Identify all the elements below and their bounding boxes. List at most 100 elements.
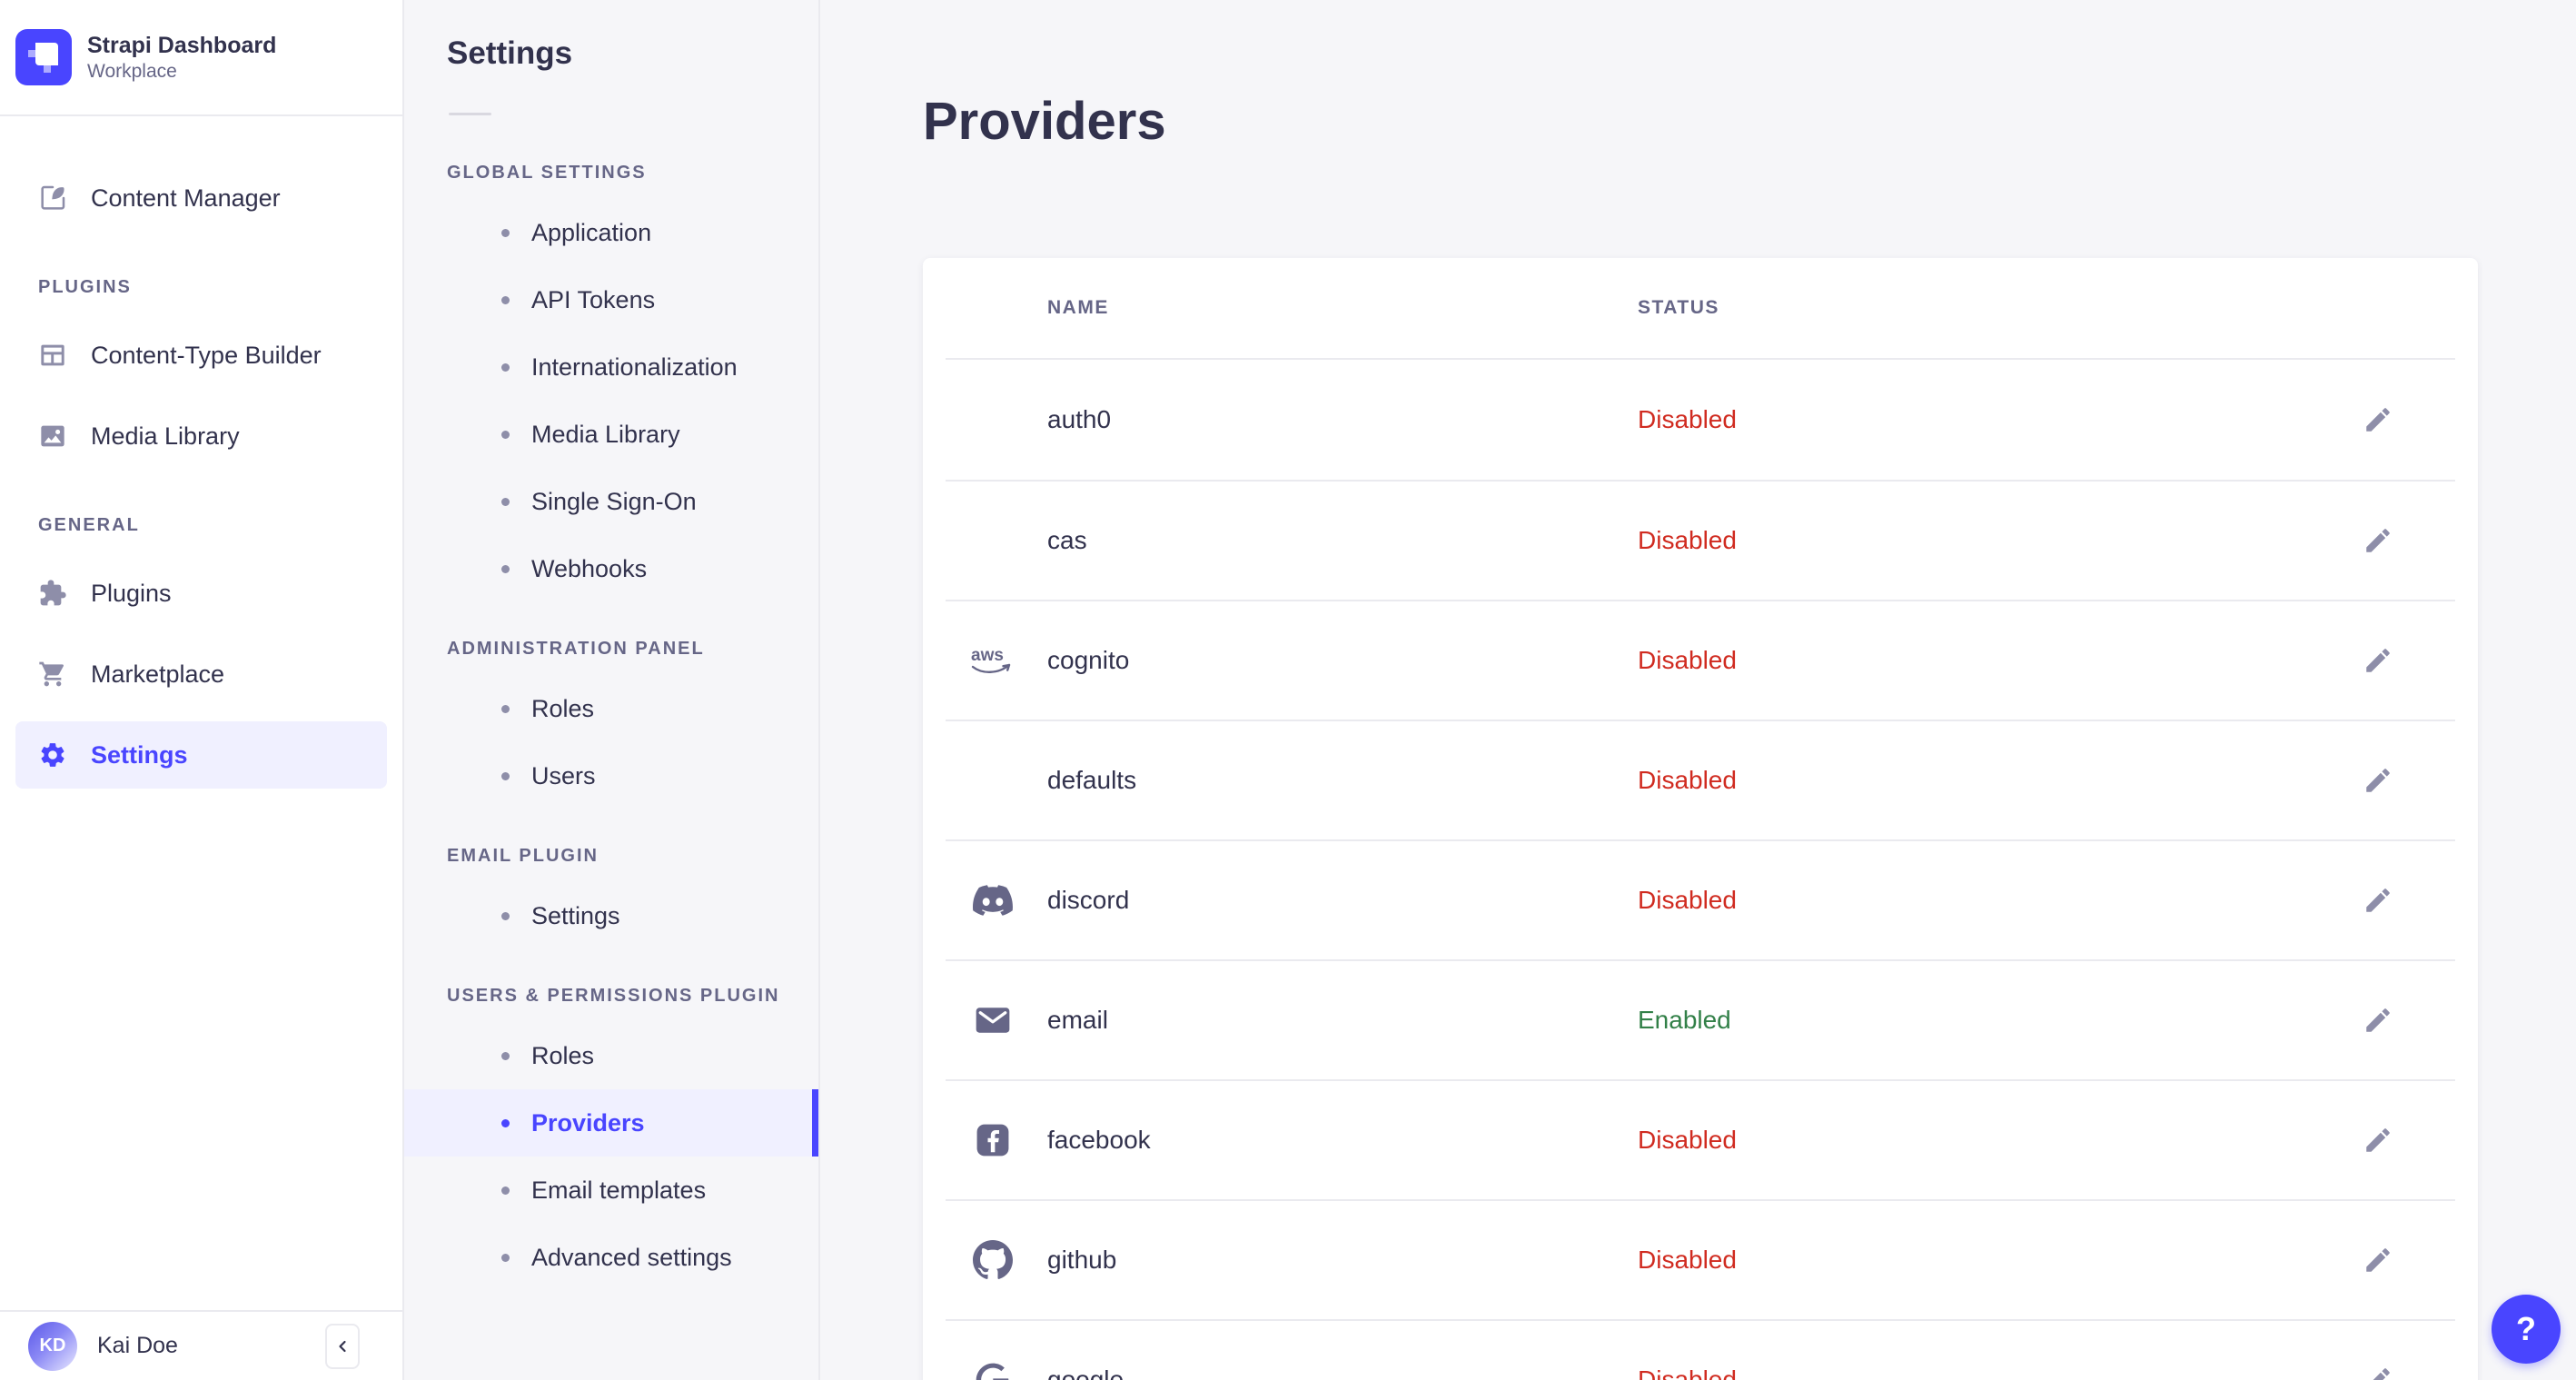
bullet-icon xyxy=(501,1186,510,1195)
provider-name: cas xyxy=(1047,525,1087,554)
table-header-row: NAME STATUS xyxy=(946,258,2455,360)
cart-icon xyxy=(38,660,67,689)
edit-provider-button[interactable] xyxy=(2360,642,2396,679)
envelope-icon xyxy=(966,1000,1020,1040)
subnav-item-providers[interactable]: Providers xyxy=(404,1089,818,1157)
table-row-google[interactable]: google Disabled xyxy=(946,1318,2455,1380)
bullet-icon xyxy=(501,228,510,237)
svg-text:aws: aws xyxy=(971,646,1004,665)
table-row-discord[interactable]: discord Disabled xyxy=(946,839,2455,959)
subnav-item-users[interactable]: Users xyxy=(404,742,818,809)
subnav-item-media-library[interactable]: Media Library xyxy=(404,401,818,468)
subnav-groups: GLOBAL SETTINGS Application API Tokens Inte… xyxy=(404,161,818,1291)
subnav-group-label: ADMINISTRATION PANEL xyxy=(447,639,705,659)
help-button[interactable]: ? xyxy=(2492,1295,2561,1364)
status-badge: Disabled xyxy=(1638,1125,1737,1154)
subnav-item-label: Roles xyxy=(531,1041,595,1069)
subnav-item-single-sign-on[interactable]: Single Sign-On xyxy=(404,468,818,535)
subnav-item-roles[interactable]: Roles xyxy=(404,675,818,742)
user-name[interactable]: Kai Doe xyxy=(97,1333,178,1358)
edit-provider-button[interactable] xyxy=(2360,1242,2396,1278)
sidebar-item-settings[interactable]: Settings xyxy=(15,721,387,789)
collapse-sidebar-button[interactable] xyxy=(325,1323,360,1369)
workspace-subtitle: Workplace xyxy=(87,60,177,82)
question-mark-icon: ? xyxy=(2516,1310,2536,1347)
status-badge: Disabled xyxy=(1638,885,1737,914)
table-row-facebook[interactable]: facebook Disabled xyxy=(946,1078,2455,1199)
provider-name: discord xyxy=(1047,885,1130,914)
providers-table: NAME STATUS auth0 Disabled cas Disabled aws c… xyxy=(946,258,2455,1380)
subnav-item-label: Roles xyxy=(531,694,595,722)
subnav-item-label: API Tokens xyxy=(531,285,656,313)
table-row-defaults[interactable]: defaults Disabled xyxy=(946,719,2455,839)
sidebar-nav: Content Manager PLUGINS Content-Type Build… xyxy=(0,116,402,1310)
sidebar-item-content-type-builder[interactable]: Content-Type Builder xyxy=(15,322,387,389)
pencil-icon xyxy=(2363,1005,2393,1036)
sidebar-item-label: Settings xyxy=(91,740,188,769)
subnav-title: Settings xyxy=(447,35,573,71)
pencil-icon xyxy=(2363,404,2393,435)
sidebar-item-label: Marketplace xyxy=(91,660,225,688)
status-badge: Disabled xyxy=(1638,645,1737,674)
subnav-item-application[interactable]: Application xyxy=(404,199,818,266)
subnav-item-api-tokens[interactable]: API Tokens xyxy=(404,266,818,333)
sidebar-item-media-library[interactable]: Media Library xyxy=(15,402,387,470)
subnav-group-label: USERS & PERMISSIONS PLUGIN xyxy=(447,986,780,1006)
pencil-icon xyxy=(2363,885,2393,916)
providers-card: NAME STATUS auth0 Disabled cas Disabled aws c… xyxy=(923,257,2478,1380)
subnav-list: Roles Users xyxy=(404,675,818,809)
subnav-item-settings[interactable]: Settings xyxy=(404,882,818,949)
status-badge: Disabled xyxy=(1638,1245,1737,1274)
subnav-item-internationalization[interactable]: Internationalization xyxy=(404,333,818,401)
column-header-name: NAME xyxy=(1047,296,1109,318)
bullet-icon xyxy=(501,1253,510,1262)
workspace-header[interactable]: Strapi Dashboard Workplace xyxy=(0,0,402,116)
subnav-item-advanced-settings[interactable]: Advanced settings xyxy=(404,1224,818,1291)
subnav-item-label: Email templates xyxy=(531,1176,707,1204)
subnav-item-roles[interactable]: Roles xyxy=(404,1022,818,1089)
avatar[interactable]: KD xyxy=(28,1321,77,1371)
subnav-group-label: EMAIL PLUGIN xyxy=(447,846,599,866)
puzzle-icon xyxy=(38,579,67,608)
bullet-icon xyxy=(501,362,510,372)
sidebar-item-label: Content-Type Builder xyxy=(91,341,322,369)
subnav-item-label: Settings xyxy=(531,901,620,929)
edit-provider-button[interactable] xyxy=(2360,522,2396,559)
gear-icon xyxy=(38,740,67,769)
edit-provider-button[interactable] xyxy=(2360,1362,2396,1380)
sidebar-footer: KD Kai Doe xyxy=(0,1310,402,1380)
subnav-item-label: Single Sign-On xyxy=(531,487,697,515)
subnav-item-email-templates[interactable]: Email templates xyxy=(404,1157,818,1224)
sidebar-item-content-manager[interactable]: Content Manager xyxy=(15,164,387,232)
table-row-email[interactable]: email Enabled xyxy=(946,958,2455,1079)
edit-provider-button[interactable] xyxy=(2360,402,2396,438)
table-row-auth0[interactable]: auth0 Disabled xyxy=(946,360,2455,480)
pencil-icon xyxy=(2363,645,2393,676)
provider-name: defaults xyxy=(1047,765,1137,794)
bullet-icon xyxy=(501,771,510,780)
subnav-item-webhooks[interactable]: Webhooks xyxy=(404,535,818,602)
subnav-group-global-settings: GLOBAL SETTINGS Application API Tokens Inte… xyxy=(404,161,818,602)
edit-provider-button[interactable] xyxy=(2360,1122,2396,1158)
bullet-icon xyxy=(501,911,510,920)
table-row-cognito[interactable]: aws cognito Disabled xyxy=(946,599,2455,720)
settings-subnav: Settings GLOBAL SETTINGS Application API T… xyxy=(404,0,820,1380)
status-badge: Disabled xyxy=(1638,404,1737,433)
provider-name: email xyxy=(1047,1005,1108,1034)
sidebar-item-marketplace[interactable]: Marketplace xyxy=(15,640,387,708)
provider-name: facebook xyxy=(1047,1125,1151,1154)
edit-provider-button[interactable] xyxy=(2360,762,2396,799)
sidebar-item-plugins[interactable]: Plugins xyxy=(15,560,387,627)
column-header-status: STATUS xyxy=(1638,296,1719,318)
subnav-group-email-plugin: EMAIL PLUGIN Settings xyxy=(404,844,818,949)
table-row-github[interactable]: github Disabled xyxy=(946,1198,2455,1319)
edit-provider-button[interactable] xyxy=(2360,1002,2396,1038)
table-row-cas[interactable]: cas Disabled xyxy=(946,479,2455,600)
subnav-group-users-permissions-plugin: USERS & PERMISSIONS PLUGIN Roles Providers… xyxy=(404,984,818,1291)
subnav-group-administration-panel: ADMINISTRATION PANEL Roles Users xyxy=(404,637,818,809)
subnav-list: Roles Providers Email templates Advanced se… xyxy=(404,1022,818,1291)
main-sidebar: Strapi Dashboard Workplace Content Manag… xyxy=(0,0,404,1380)
edit-provider-button[interactable] xyxy=(2360,882,2396,918)
subnav-item-label: Webhooks xyxy=(531,554,648,582)
